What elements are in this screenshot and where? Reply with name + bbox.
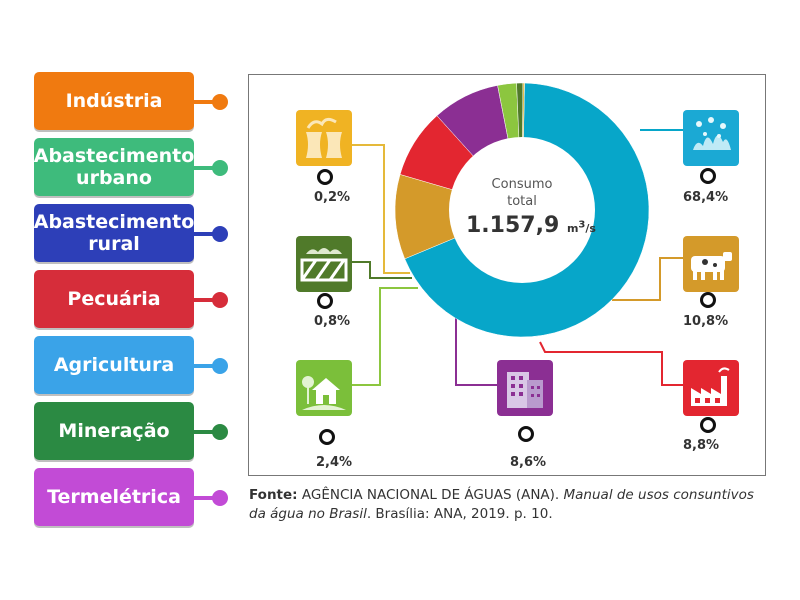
pct-cattle: 10,8% (683, 314, 729, 329)
pct-house: 2,4% (316, 455, 353, 470)
label-industria-connector (192, 100, 220, 104)
leader-line-buildings (455, 315, 497, 386)
label-abastecimento-urbano-text: Abastecimento urbano (33, 145, 195, 189)
center-value-wrap: 1.157,9 m3/s (466, 213, 596, 238)
label-mineracao-text: Mineração (58, 420, 170, 442)
label-abastecimento-urbano-dot[interactable] (212, 160, 228, 176)
answer-slot-cattle[interactable] (700, 292, 716, 308)
pct-plant: 0,2% (314, 190, 351, 205)
source-citation: Fonte: AGÊNCIA NACIONAL DE ÁGUAS (ANA). … (249, 486, 769, 524)
label-abastecimento-rural-dot[interactable] (212, 226, 228, 242)
label-industria[interactable]: Indústria (34, 72, 194, 130)
farm-fence-icon (296, 236, 352, 292)
label-abastecimento-rural-text: Abastecimento rural (33, 211, 195, 255)
source-text2: . Brasília: ANA, 2019. p. 10. (366, 506, 553, 522)
label-pecuaria-text: Pecuária (67, 288, 161, 310)
leader-line-plant (352, 144, 410, 274)
leader-line-farm (352, 261, 412, 279)
factory-icon (683, 360, 739, 416)
center-unit-sup: 3 (578, 219, 586, 231)
label-mineracao-connector (192, 430, 220, 434)
center-unit: m3/s (566, 219, 596, 235)
label-abastecimento-urbano-connector (192, 166, 220, 170)
label-pecuaria-connector (192, 298, 220, 302)
label-industria-dot[interactable] (212, 94, 228, 110)
pct-farm: 0,8% (314, 314, 351, 329)
label-termeletrica-dot[interactable] (212, 490, 228, 506)
label-mineracao-dot[interactable] (212, 424, 228, 440)
label-agricultura-connector (192, 364, 220, 368)
center-title-line2: total (507, 194, 537, 209)
center-unit-rest: /s (585, 222, 596, 235)
donut-hole (449, 137, 595, 283)
buildings-icon (497, 360, 553, 416)
pct-water: 68,4% (683, 190, 729, 205)
answer-slot-water[interactable] (700, 168, 716, 184)
leader-line-factory (539, 341, 683, 386)
water-drops-icon (683, 110, 739, 166)
leader-line-house (352, 287, 418, 386)
pct-factory: 8,8% (683, 438, 720, 453)
answer-slot-buildings[interactable] (518, 426, 534, 442)
label-abastecimento-rural-connector (192, 232, 220, 236)
pct-buildings: 8,6% (510, 455, 547, 470)
center-value: 1.157,9 (466, 213, 560, 238)
leader-line-cattle (612, 257, 683, 301)
leader-lines (352, 129, 683, 386)
label-abastecimento-rural[interactable]: Abastecimento rural (34, 204, 194, 262)
answer-slot-factory[interactable] (700, 417, 716, 433)
label-agricultura-dot[interactable] (212, 358, 228, 374)
label-agricultura-text: Agricultura (53, 354, 175, 376)
cattle-icon (683, 236, 739, 292)
source-text1: AGÊNCIA NACIONAL DE ÁGUAS (ANA). (297, 487, 564, 503)
label-agricultura[interactable]: Agricultura (34, 336, 194, 394)
label-pecuaria-dot[interactable] (212, 292, 228, 308)
label-termeletrica[interactable]: Termelétrica (34, 468, 194, 526)
answer-slot-farm[interactable] (317, 293, 333, 309)
label-abastecimento-urbano[interactable]: Abastecimento urbano (34, 138, 194, 196)
label-industria-text: Indústria (65, 90, 163, 112)
center-title-line1: Consumo (491, 177, 553, 192)
label-termeletrica-text: Termelétrica (47, 486, 181, 508)
source-italic: Manual de usos consuntivos da água no Br… (249, 487, 754, 522)
power-plant-icon (296, 110, 352, 166)
label-pecuaria[interactable]: Pecuária (34, 270, 194, 328)
answer-slot-house[interactable] (319, 429, 335, 445)
answer-slot-plant[interactable] (317, 169, 333, 185)
label-mineracao[interactable]: Mineração (34, 402, 194, 460)
label-termeletrica-connector (192, 496, 220, 500)
center-title: Consumo total (472, 176, 572, 210)
source-bold: Fonte: (249, 487, 298, 503)
house-icon (296, 360, 352, 416)
center-unit-base: m (566, 222, 579, 235)
